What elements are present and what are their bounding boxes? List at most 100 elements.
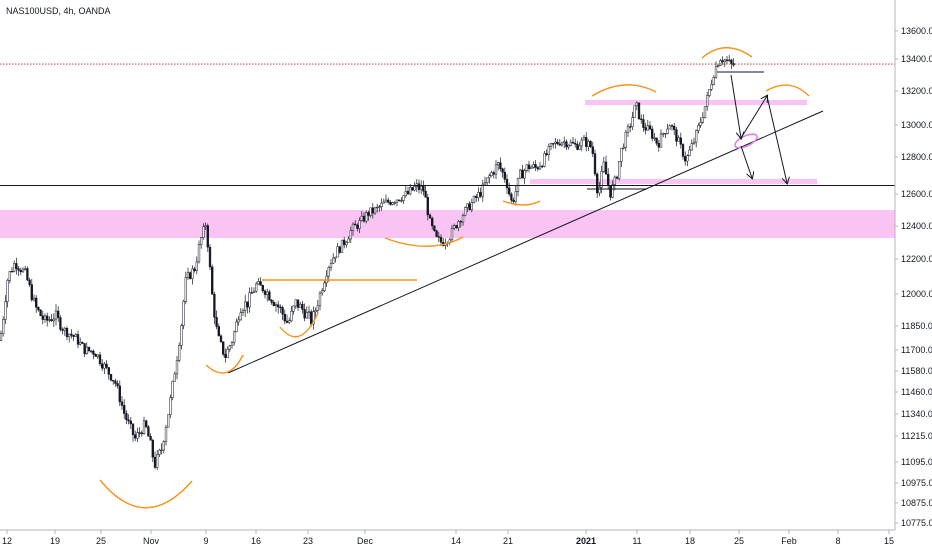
candle-body <box>549 143 553 147</box>
candle-body <box>598 187 601 194</box>
candle-body <box>340 239 344 253</box>
candle-body <box>52 318 55 322</box>
candle-body <box>367 212 370 216</box>
candle-body <box>585 137 588 147</box>
candle-body <box>679 137 682 145</box>
candle-body <box>285 320 289 323</box>
candle-body <box>237 319 240 323</box>
candle-body <box>413 186 416 191</box>
candle-body <box>208 246 212 268</box>
candle-body <box>475 196 478 198</box>
candle-body <box>433 225 436 231</box>
candle-body <box>184 277 187 302</box>
support-zone <box>530 179 817 184</box>
candle-body <box>167 414 170 428</box>
candle-body <box>677 137 680 142</box>
candle-body <box>558 143 561 146</box>
candle-body <box>329 263 333 268</box>
candle-body <box>404 190 407 196</box>
candle-body <box>217 326 220 337</box>
candle-body <box>316 305 319 311</box>
candle-body <box>681 144 685 157</box>
swing-low-curve-1 <box>205 354 244 374</box>
candle-body <box>160 449 163 452</box>
candle-body <box>107 367 110 375</box>
candle-body <box>193 268 196 271</box>
candle-body <box>241 310 245 313</box>
candle-body <box>490 172 493 176</box>
time-tick-label: 16 <box>251 536 261 546</box>
candle-body <box>481 183 484 197</box>
candle-body <box>477 192 480 198</box>
candle-body <box>235 321 238 333</box>
candle-body <box>714 66 718 78</box>
projection-arrow <box>766 95 787 183</box>
time-tick-label: 14 <box>451 536 461 546</box>
candle-body <box>631 117 634 127</box>
candle-body <box>224 354 227 358</box>
candle-body <box>582 137 586 141</box>
candle-body <box>395 199 399 203</box>
candle-body <box>536 167 539 170</box>
candle-body <box>409 187 412 195</box>
candle-body <box>252 290 256 294</box>
candle-body <box>510 193 513 201</box>
candle-body <box>21 268 25 273</box>
top-curve <box>701 47 753 59</box>
candle-body <box>127 419 130 422</box>
candle-body <box>483 182 487 185</box>
candle-body <box>17 268 20 271</box>
candle-body <box>527 164 531 170</box>
candle-body <box>299 303 302 308</box>
candle-body <box>215 317 218 327</box>
candle-body <box>459 221 462 223</box>
candle-body <box>15 263 18 269</box>
candle-body <box>354 223 357 226</box>
candle-body <box>505 179 509 189</box>
candle-body <box>279 306 282 309</box>
candle-body <box>70 333 73 336</box>
candle-body <box>356 224 359 229</box>
candle-body <box>703 106 707 118</box>
candle-body <box>391 202 394 205</box>
candle-body <box>26 268 29 281</box>
candle-body <box>37 307 40 311</box>
candle-body <box>569 141 572 146</box>
candle-body <box>686 155 689 162</box>
candle-body <box>428 214 432 219</box>
candle-body <box>670 125 674 127</box>
candle-body <box>263 290 267 295</box>
symbol-label: NAS100USD, 4h, OANDA <box>6 6 111 16</box>
candle-body <box>708 89 711 96</box>
candle-body <box>457 221 460 228</box>
candle-body <box>158 449 161 455</box>
candle-body <box>288 320 291 323</box>
candle-body <box>19 270 22 273</box>
candle-body <box>118 385 121 403</box>
candle-body <box>307 311 311 313</box>
candle-body <box>642 119 645 128</box>
candle-body <box>46 315 49 321</box>
candle-body <box>85 346 88 355</box>
time-tick-label: 8 <box>835 536 840 546</box>
candle-body <box>35 297 38 308</box>
price-tick-label: 12800.0 <box>901 152 932 162</box>
candle-body <box>68 333 71 338</box>
candle-body <box>431 217 434 227</box>
candle-body <box>112 380 115 382</box>
candle-body <box>673 125 676 130</box>
candle-body <box>400 200 403 202</box>
candle-body <box>105 363 108 368</box>
candle-body <box>244 301 247 311</box>
candle-body <box>508 187 511 195</box>
candle-body <box>345 242 348 246</box>
candle-body <box>417 183 421 190</box>
candle-body <box>580 139 583 147</box>
candle-body <box>54 310 58 320</box>
candle-body <box>248 292 251 308</box>
candle-body <box>618 161 621 179</box>
candle-body <box>552 143 555 145</box>
candle-body <box>149 436 152 441</box>
price-tick-label: 13000.0 <box>901 120 932 130</box>
